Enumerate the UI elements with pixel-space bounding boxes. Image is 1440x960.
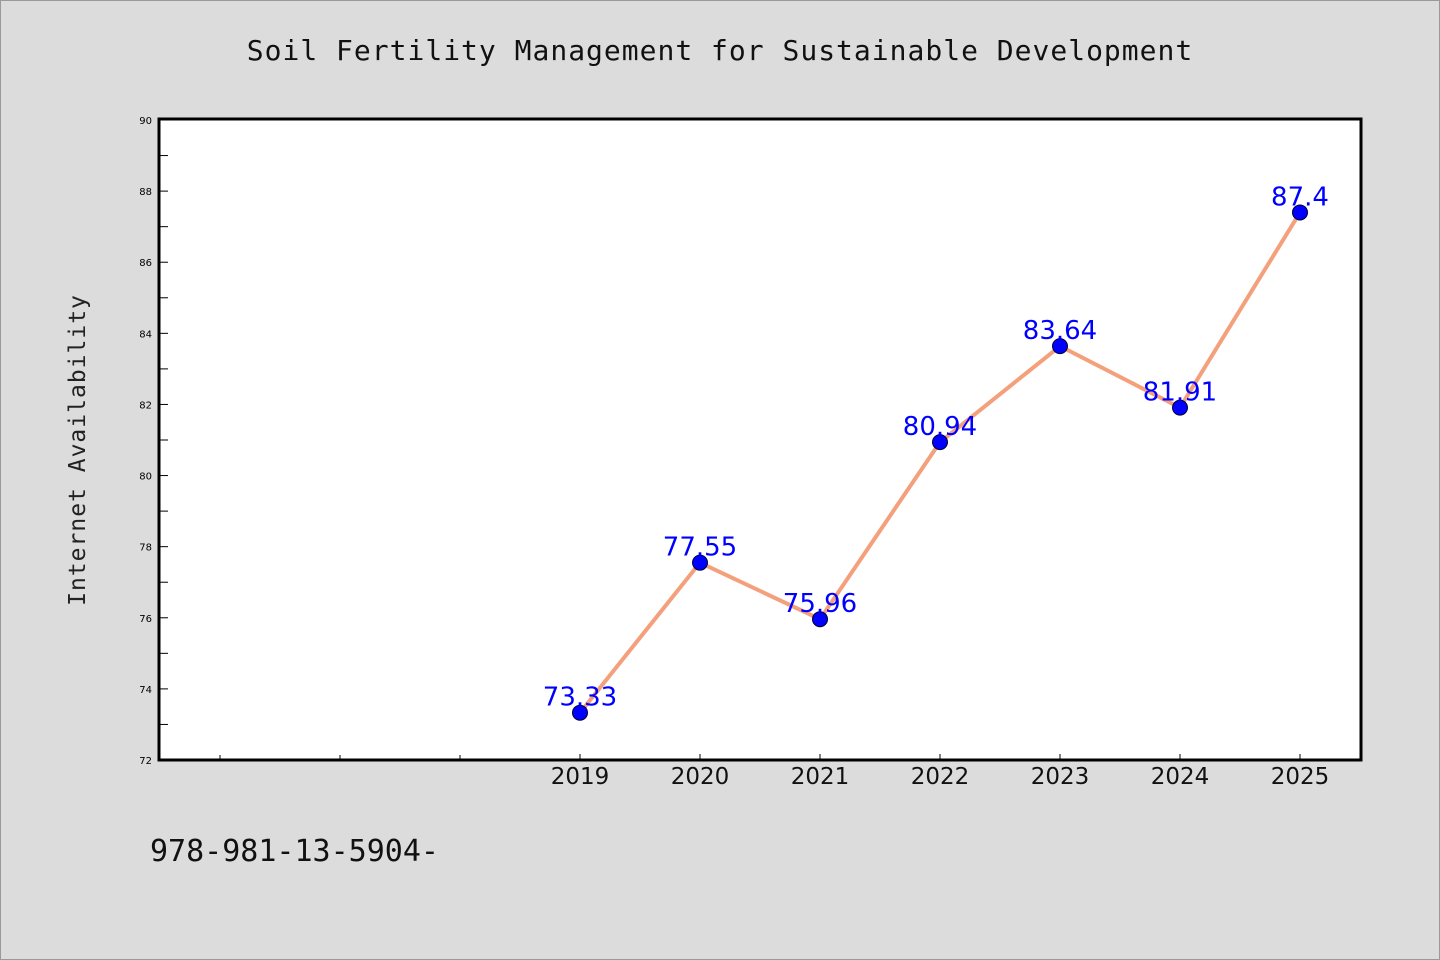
- data-labels: 73.33 77.55 75.96 80.94 83.64 81.91 87.4: [543, 182, 1329, 712]
- plot-area: [157, 117, 1363, 762]
- y-tick-label: 78: [139, 543, 152, 554]
- data-label: 75.96: [783, 589, 857, 619]
- y-tick-label: 88: [139, 187, 152, 198]
- x-tick-label: 2021: [791, 764, 850, 790]
- x-tick-label: 2020: [671, 764, 730, 790]
- x-axis-ticks: 2019 2020 2021 2022 2023 2024 2025: [219, 754, 1330, 790]
- x-tick-label: 2024: [1151, 764, 1210, 790]
- series-markers: [572, 204, 1308, 721]
- data-label: 77.55: [663, 533, 737, 563]
- x-tick-label: 2023: [1031, 764, 1090, 790]
- y-tick-label: 82: [139, 400, 152, 411]
- y-tick-label: 86: [139, 258, 152, 269]
- y-axis-ticks: 72 74 76 78 80 82 84 86 88 90: [139, 116, 168, 767]
- x-tick-label: 2025: [1271, 764, 1330, 790]
- x-tick-label: 2022: [911, 764, 970, 790]
- y-tick-label: 80: [139, 472, 152, 483]
- x-tick-label: 2019: [551, 764, 610, 790]
- data-label: 81.91: [1143, 378, 1217, 408]
- y-tick-label: 90: [139, 116, 152, 127]
- data-label: 87.4: [1271, 182, 1329, 212]
- y-axis-label: Internet Availability: [65, 294, 91, 606]
- data-point: [1052, 338, 1068, 355]
- data-point: [692, 554, 708, 571]
- data-label: 83.64: [1023, 316, 1097, 346]
- data-label: 80.94: [903, 412, 977, 442]
- data-point: [932, 434, 948, 451]
- data-point: [1292, 204, 1308, 221]
- data-point: [1172, 399, 1188, 416]
- isbn-text: 978-981-13-5904-: [150, 834, 439, 869]
- chart-title: Soil Fertility Management for Sustainabl…: [246, 34, 1194, 67]
- y-tick-label: 84: [139, 329, 152, 340]
- data-point: [572, 704, 588, 721]
- data-point: [812, 611, 828, 628]
- data-label: 73.33: [543, 683, 617, 713]
- y-tick-label: 74: [139, 685, 152, 696]
- y-tick-label: 76: [139, 614, 152, 625]
- y-tick-label: 72: [139, 756, 152, 767]
